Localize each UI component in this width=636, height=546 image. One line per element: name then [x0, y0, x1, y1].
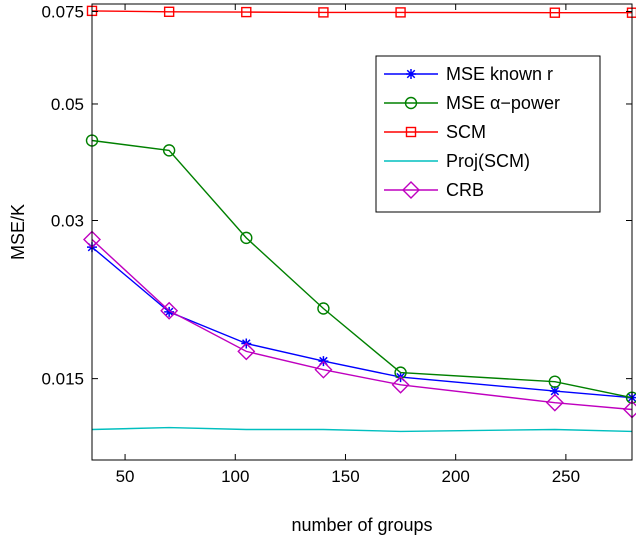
y-tick-label: 0.03 [51, 212, 84, 231]
legend-swatch-marker [404, 96, 418, 110]
data-point [163, 6, 175, 17]
x-tick-label: 150 [331, 467, 359, 486]
y-axis: 0.015 0.03 0.05 0.075 [41, 2, 632, 389]
x-tick-label: 100 [221, 467, 249, 486]
legend-entry: MSE α−power [384, 93, 560, 113]
legend-box [375, 55, 601, 213]
y-tick-label: 0.015 [41, 370, 84, 389]
x-axis-title: number of groups [291, 515, 432, 535]
x-tick-label: 50 [116, 467, 135, 486]
data-point [241, 6, 252, 18]
series-line [91, 10, 632, 14]
x-axis: 50 100 150 200 250 [116, 4, 580, 486]
data-point [545, 393, 564, 412]
legend-entry: SCM [384, 122, 486, 142]
x-tick-label: 250 [552, 467, 580, 486]
data-point [237, 342, 256, 361]
series-line [91, 426, 633, 433]
legend-entry: Proj(SCM) [384, 151, 530, 171]
data-point [549, 7, 561, 18]
y-tick-label: 0.05 [51, 95, 84, 114]
data-point [164, 306, 175, 317]
data-point [394, 366, 407, 379]
legend-swatch-marker [405, 126, 417, 138]
data-point [391, 375, 410, 394]
data-point [314, 360, 333, 379]
plot-frame [91, 3, 633, 461]
series-2 [86, 5, 636, 18]
x-tick-label: 200 [441, 467, 469, 486]
data-point [549, 386, 560, 397]
y-tick-label: 0.075 [41, 2, 84, 21]
data-point [548, 375, 562, 388]
data-point [160, 301, 179, 320]
data-point [317, 302, 330, 315]
data-point [240, 231, 253, 245]
legend-swatch-marker [406, 69, 416, 79]
series-line [91, 238, 633, 411]
data-point [318, 7, 329, 18]
data-point [395, 7, 406, 18]
legend-label: MSE known r [446, 64, 553, 84]
legend-label: MSE α−power [446, 93, 560, 113]
legend-entry: CRB [384, 180, 484, 200]
y-axis-title: MSE/K [8, 204, 28, 260]
legend-entry: MSE known r [384, 64, 553, 84]
legend: MSE known r MSE α−power SCM Proj(SCM) CRB [375, 55, 601, 213]
legend-swatch-marker [402, 181, 420, 199]
legend-label: SCM [446, 122, 486, 142]
data-point [162, 144, 176, 157]
series-3 [91, 426, 633, 433]
legend-label: Proj(SCM) [446, 151, 530, 171]
series-line [91, 139, 633, 399]
legend-label: CRB [446, 180, 484, 200]
